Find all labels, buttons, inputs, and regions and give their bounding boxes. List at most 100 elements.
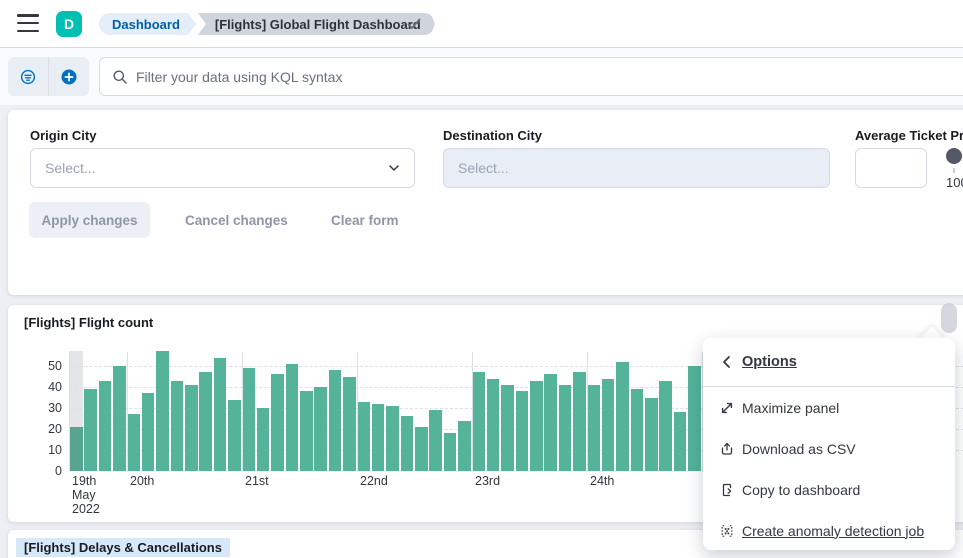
avg-ticket-price-label: Average Ticket Price: [855, 128, 963, 143]
origin-city-select[interactable]: Select...: [30, 148, 415, 188]
bar: [544, 374, 557, 471]
range-slider-tick: [953, 168, 955, 173]
bar: [458, 420, 471, 471]
menu-item-label: Copy to dashboard: [742, 481, 861, 498]
x-tick-label: 24th: [590, 474, 615, 488]
menu-item-label: Maximize panel: [742, 399, 840, 416]
y-tick-label: 10: [48, 443, 62, 457]
bar: [486, 378, 500, 471]
bar: [515, 391, 529, 471]
bar: [285, 363, 299, 471]
bar: [587, 384, 601, 471]
menu-item-copy-to-dashboard[interactable]: Copy to dashboard: [703, 469, 955, 510]
options-menu-back[interactable]: Options: [703, 338, 955, 386]
bar: [141, 393, 155, 471]
bar: [530, 380, 543, 471]
menu-icon[interactable]: [17, 14, 39, 33]
menu-divider: [703, 386, 955, 387]
y-tick-label: 0: [55, 464, 62, 478]
bar: [573, 372, 586, 471]
add-filter-icon[interactable]: [49, 57, 89, 96]
range-slider-thumb[interactable]: [946, 148, 962, 164]
menu-item-label: Create anomaly detection job: [742, 522, 925, 539]
bar: [256, 408, 270, 471]
top-bar: D Dashboard [Flights] Global Flight Dash…: [0, 0, 963, 48]
bar: [616, 361, 629, 471]
search-icon: [113, 70, 127, 84]
bar: [213, 357, 227, 471]
bar: [443, 433, 457, 471]
bar: [170, 380, 184, 471]
kql-search-field[interactable]: [99, 57, 963, 96]
bar: [199, 372, 212, 471]
bar: [314, 387, 327, 471]
bar: [630, 389, 644, 471]
menu-item-label: Download as CSV: [742, 440, 856, 457]
search-input[interactable]: [136, 68, 963, 85]
bar: [343, 376, 356, 471]
x-axis-labels: 19th May 2022 20th 21st 22nd 23rd 24th: [69, 474, 963, 519]
bar: [673, 412, 687, 471]
bar: [400, 416, 414, 471]
bar: [429, 410, 442, 471]
breadcrumb-current-dashboard[interactable]: [Flights] Global Flight Dashboard: [198, 13, 435, 35]
menu-item-maximize-panel[interactable]: Maximize panel: [703, 387, 955, 428]
ml-icon: [721, 524, 733, 537]
x-tick-label: 19th May 2022: [72, 474, 100, 516]
origin-city-label: Origin City: [30, 128, 97, 143]
bar: [386, 405, 399, 471]
bar: [185, 384, 198, 471]
bar: [98, 380, 112, 471]
bar: [300, 391, 313, 471]
h-gridline: [69, 366, 963, 367]
menu-item-download-csv[interactable]: Download as CSV: [703, 428, 955, 469]
origin-city-placeholder: Select...: [45, 160, 96, 176]
bar: [70, 426, 83, 471]
h-gridline: [69, 387, 963, 388]
y-tick-label: 40: [48, 380, 62, 394]
flight-count-panel-title[interactable]: [Flights] Flight count: [24, 315, 154, 330]
bar: [357, 401, 371, 471]
dashboard-controls-panel: Origin City Select... Destination City S…: [8, 110, 963, 295]
bar: [371, 403, 385, 471]
destination-city-label: Destination City: [443, 128, 542, 143]
menu-item-create-anomaly-job[interactable]: Create anomaly detection job: [703, 510, 955, 550]
destination-city-select[interactable]: Select...: [443, 148, 830, 188]
chevron-down-icon: [389, 165, 399, 171]
bar: [501, 384, 514, 471]
breadcrumb-dashboard[interactable]: Dashboard: [99, 13, 196, 35]
bar: [558, 384, 572, 471]
bar: [328, 370, 342, 471]
x-tick-label: 21st: [245, 474, 269, 488]
bar: [415, 426, 428, 471]
y-tick-label: 20: [48, 422, 62, 436]
v-gridline: [702, 352, 703, 471]
checkmark-icon[interactable]: [405, 16, 423, 32]
destination-city-placeholder: Select...: [458, 160, 509, 176]
x-tick-label: 20th: [130, 474, 155, 488]
cancel-changes-button[interactable]: Cancel changes: [185, 202, 288, 238]
bar: [84, 389, 97, 471]
bar: [127, 414, 141, 471]
scrollbar-thumb[interactable]: [941, 303, 957, 333]
bar: [242, 368, 256, 471]
bar: [472, 372, 486, 471]
bar: [113, 366, 126, 471]
filter-group-divider: [48, 57, 49, 96]
bar: [156, 351, 169, 471]
y-tick-label: 30: [48, 401, 62, 415]
avg-ticket-price-input[interactable]: [855, 148, 927, 188]
deployment-avatar[interactable]: D: [56, 11, 82, 37]
filter-button-group: [8, 57, 89, 96]
maximize-icon: [721, 402, 733, 413]
clear-form-button[interactable]: Clear form: [331, 202, 399, 238]
query-bar: [0, 48, 963, 105]
download-icon: [721, 442, 733, 455]
delays-panel-title[interactable]: [Flights] Delays & Cancellations: [16, 538, 230, 557]
saved-query-icon[interactable]: [8, 57, 48, 96]
panel-options-menu: Options Maximize panel Download as CSV: [703, 338, 955, 550]
apply-changes-button[interactable]: Apply changes: [29, 202, 150, 238]
bar: [228, 399, 241, 471]
bar: [271, 374, 284, 471]
